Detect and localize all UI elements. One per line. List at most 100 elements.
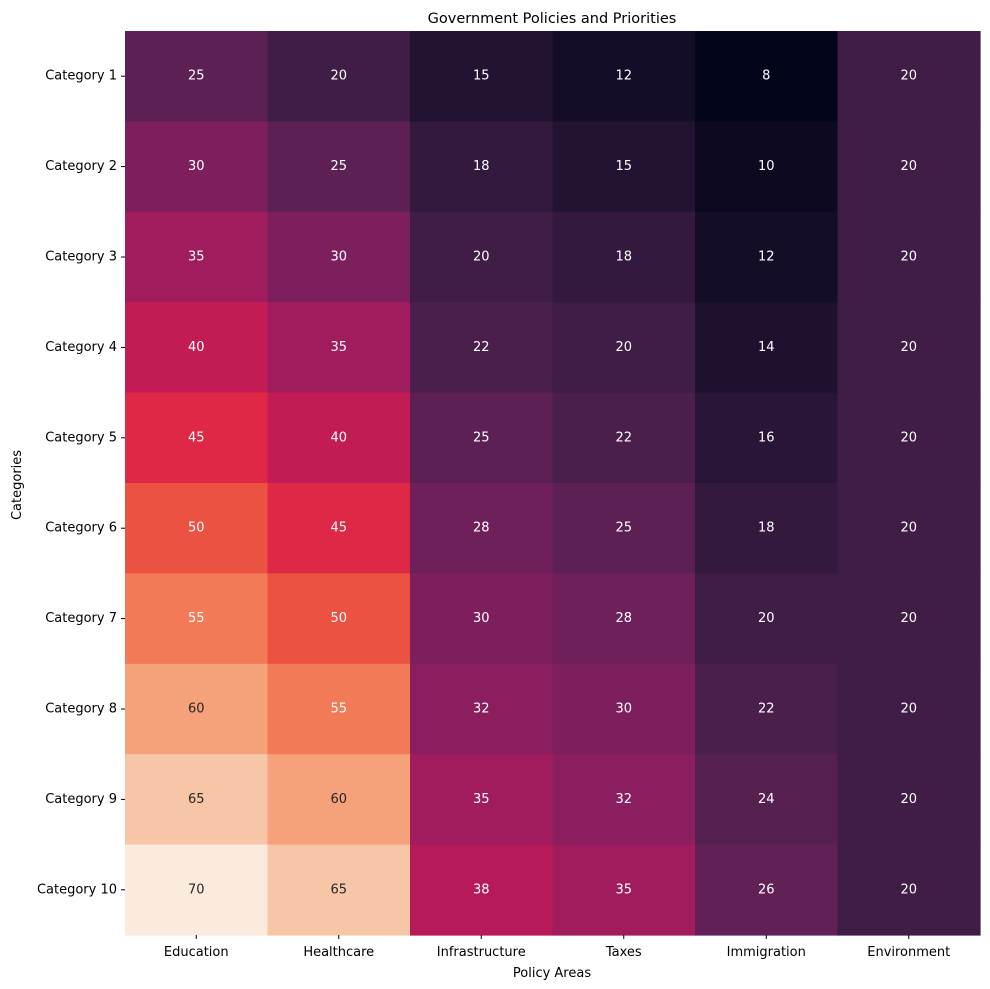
y-tick-label: Category 2 <box>45 159 117 174</box>
cell-value-label: 8 <box>762 69 770 84</box>
y-tick-label: Category 4 <box>45 340 117 355</box>
heatmap-cells: 25 20 15 12 8 20 30 25 18 15 10 20 35 30 20 18 12 20 40 35 2… <box>125 31 981 936</box>
cell-value-label: 16 <box>758 430 775 445</box>
cell-value-label: 18 <box>615 250 632 265</box>
x-axis-ticks: Education Healthcare Infrastructure Taxes Im… <box>164 935 950 960</box>
heatmap-cell <box>552 302 696 394</box>
y-tick-label: Category 1 <box>45 69 117 84</box>
heatmap-cell <box>837 844 981 936</box>
heatmap-cell <box>837 573 981 665</box>
heatmap-cell <box>552 573 696 665</box>
heatmap-cell <box>410 573 554 665</box>
heatmap-cell <box>837 663 981 755</box>
heatmap-cell <box>695 302 839 394</box>
heatmap-cell <box>125 211 269 303</box>
cell-value-label: 20 <box>900 521 917 536</box>
heatmap-cell <box>410 663 554 755</box>
cell-value-label: 12 <box>615 69 632 84</box>
heatmap-cell <box>837 211 981 303</box>
heatmap-cell <box>125 754 269 846</box>
cell-value-label: 65 <box>330 882 347 897</box>
y-tick-label: Category 5 <box>45 430 117 445</box>
cell-value-label: 35 <box>615 882 632 897</box>
heatmap-cell <box>410 844 554 936</box>
heatmap-cell <box>552 121 696 213</box>
cell-value-label: 25 <box>615 521 632 536</box>
cell-value-label: 30 <box>473 611 490 626</box>
y-tick-label: Category 9 <box>45 792 117 807</box>
cell-value-label: 20 <box>900 430 917 445</box>
cell-value-label: 70 <box>188 882 205 897</box>
heatmap-cell <box>695 663 839 755</box>
heatmap-cell <box>552 31 696 122</box>
cell-value-label: 20 <box>758 611 775 626</box>
heatmap-cell <box>410 211 554 303</box>
chart-title: Government Policies and Priorities <box>428 11 677 27</box>
heatmap-cell <box>267 663 411 755</box>
heatmap-cell <box>837 483 981 574</box>
cell-value-label: 35 <box>330 340 347 355</box>
x-tick-label: Taxes <box>605 945 642 960</box>
cell-value-label: 22 <box>473 340 490 355</box>
cell-value-label: 18 <box>473 159 490 174</box>
heatmap-cell <box>125 302 269 394</box>
cell-value-label: 12 <box>758 250 775 265</box>
cell-value-label: 40 <box>330 430 347 445</box>
cell-value-label: 65 <box>188 792 205 807</box>
heatmap-cell <box>125 121 269 213</box>
heatmap-cell <box>267 121 411 213</box>
heatmap-cell <box>267 754 411 846</box>
heatmap-cell <box>410 31 554 122</box>
cell-value-label: 22 <box>758 702 775 717</box>
x-axis-label: Policy Areas <box>513 966 591 981</box>
y-tick-label: Category 6 <box>45 521 117 536</box>
cell-value-label: 22 <box>615 430 632 445</box>
cell-value-label: 15 <box>473 69 490 84</box>
cell-value-label: 40 <box>188 340 205 355</box>
heatmap-cell <box>267 31 411 122</box>
heatmap-cell <box>695 573 839 665</box>
heatmap-cell <box>695 483 839 574</box>
y-tick-label: Category 7 <box>45 611 117 626</box>
cell-value-label: 10 <box>758 159 775 174</box>
y-tick-label: Category 10 <box>37 882 117 897</box>
cell-value-label: 20 <box>330 69 347 84</box>
heatmap-cell <box>410 483 554 574</box>
cell-value-label: 35 <box>188 250 205 265</box>
cell-value-label: 20 <box>900 611 917 626</box>
heatmap-cell <box>552 211 696 303</box>
cell-value-label: 50 <box>188 521 205 536</box>
x-tick-label: Healthcare <box>303 945 374 960</box>
heatmap-cell <box>125 392 269 484</box>
heatmap-cell <box>267 844 411 936</box>
cell-value-label: 20 <box>900 340 917 355</box>
heatmap-cell <box>125 483 269 574</box>
y-tick-label: Category 3 <box>45 250 117 265</box>
heatmap-cell <box>695 392 839 484</box>
heatmap-cell <box>410 754 554 846</box>
y-axis-label: Categories <box>10 450 25 520</box>
cell-value-label: 28 <box>473 521 490 536</box>
cell-value-label: 15 <box>615 159 632 174</box>
cell-value-label: 20 <box>900 702 917 717</box>
cell-value-label: 30 <box>188 159 205 174</box>
cell-value-label: 20 <box>615 340 632 355</box>
cell-value-label: 25 <box>188 69 205 84</box>
heatmap-cell <box>837 31 981 122</box>
heatmap-cell <box>410 392 554 484</box>
x-tick-label: Immigration <box>727 945 806 960</box>
cell-value-label: 24 <box>758 792 775 807</box>
heatmap-cell <box>410 302 554 394</box>
heatmap-cell <box>125 663 269 755</box>
cell-value-label: 20 <box>900 792 917 807</box>
cell-value-label: 25 <box>473 430 490 445</box>
cell-value-label: 55 <box>330 702 347 717</box>
heatmap-cell <box>552 844 696 936</box>
heatmap-cell <box>552 392 696 484</box>
heatmap-cell <box>552 663 696 755</box>
heatmap-cell <box>267 302 411 394</box>
heatmap-cell <box>695 121 839 213</box>
cell-value-label: 30 <box>615 702 632 717</box>
y-tick-label: Category 8 <box>45 702 117 717</box>
cell-value-label: 45 <box>330 521 347 536</box>
